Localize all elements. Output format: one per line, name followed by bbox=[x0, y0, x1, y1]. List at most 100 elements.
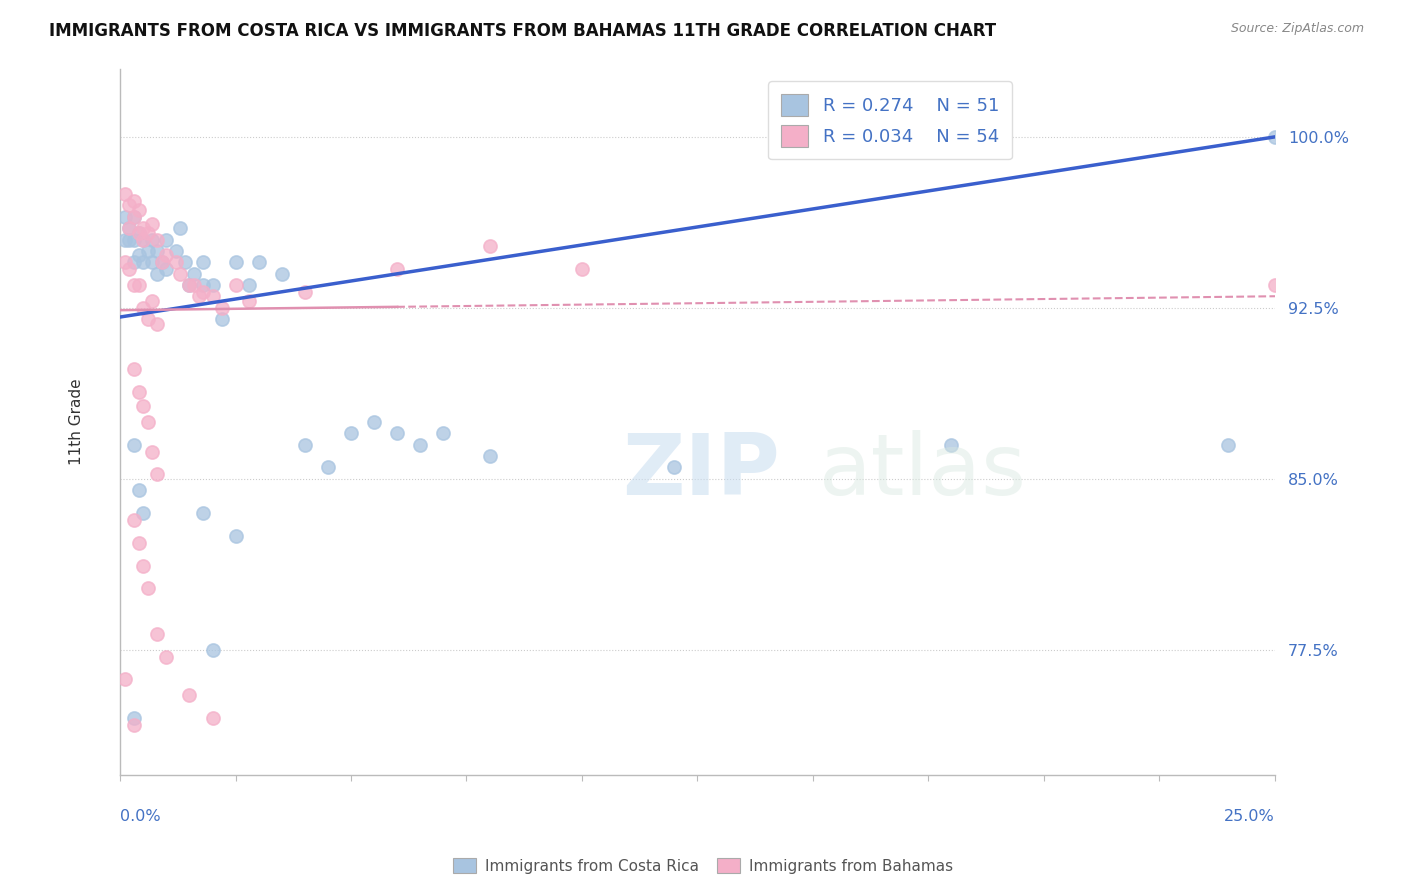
Point bbox=[128, 483, 150, 498]
Point bbox=[118, 262, 141, 277]
Point bbox=[1264, 129, 1286, 144]
Point bbox=[941, 438, 963, 452]
Point bbox=[114, 673, 136, 687]
Point bbox=[193, 506, 215, 520]
Point bbox=[122, 255, 145, 269]
Point bbox=[316, 460, 339, 475]
Point bbox=[387, 262, 409, 277]
Point bbox=[114, 210, 136, 224]
Point bbox=[165, 255, 187, 269]
Point bbox=[114, 186, 136, 201]
Legend: Immigrants from Costa Rica, Immigrants from Bahamas: Immigrants from Costa Rica, Immigrants f… bbox=[447, 852, 959, 880]
Point bbox=[122, 210, 145, 224]
Point bbox=[132, 255, 155, 269]
Point bbox=[141, 294, 163, 309]
Point bbox=[225, 255, 247, 269]
Text: ZIP: ZIP bbox=[623, 430, 780, 513]
Point bbox=[225, 529, 247, 543]
Point bbox=[122, 278, 145, 293]
Point bbox=[141, 255, 163, 269]
Point bbox=[478, 449, 501, 463]
Point bbox=[118, 233, 141, 247]
Point bbox=[146, 467, 169, 482]
Point bbox=[169, 267, 191, 281]
Point bbox=[270, 267, 292, 281]
Point bbox=[146, 233, 169, 247]
Point bbox=[387, 426, 409, 441]
Point bbox=[363, 415, 385, 429]
Point bbox=[478, 239, 501, 253]
Point bbox=[150, 255, 173, 269]
Point bbox=[146, 267, 169, 281]
Point bbox=[132, 233, 155, 247]
Point bbox=[238, 294, 260, 309]
Point bbox=[122, 233, 145, 247]
Point bbox=[136, 415, 159, 429]
Point bbox=[179, 278, 201, 293]
Point bbox=[146, 317, 169, 331]
Point bbox=[141, 217, 163, 231]
Point bbox=[132, 558, 155, 573]
Point bbox=[187, 289, 209, 303]
Point bbox=[146, 244, 169, 258]
Point bbox=[128, 248, 150, 262]
Point bbox=[664, 460, 686, 475]
Point bbox=[118, 221, 141, 235]
Text: 11th Grade: 11th Grade bbox=[69, 378, 84, 466]
Point bbox=[193, 285, 215, 299]
Point bbox=[136, 312, 159, 326]
Point bbox=[136, 226, 159, 240]
Point bbox=[122, 438, 145, 452]
Point bbox=[201, 643, 224, 657]
Point bbox=[155, 248, 177, 262]
Point bbox=[409, 438, 432, 452]
Text: Source: ZipAtlas.com: Source: ZipAtlas.com bbox=[1230, 22, 1364, 36]
Point bbox=[122, 194, 145, 208]
Point bbox=[432, 426, 454, 441]
Point bbox=[165, 244, 187, 258]
Point bbox=[183, 278, 205, 293]
Point bbox=[122, 513, 145, 527]
Point bbox=[141, 233, 163, 247]
Point bbox=[155, 649, 177, 664]
Point bbox=[155, 262, 177, 277]
Point bbox=[201, 278, 224, 293]
Point bbox=[193, 278, 215, 293]
Legend: R = 0.274    N = 51, R = 0.034    N = 54: R = 0.274 N = 51, R = 0.034 N = 54 bbox=[769, 81, 1011, 160]
Point bbox=[118, 198, 141, 212]
Point bbox=[128, 535, 150, 549]
Point bbox=[193, 255, 215, 269]
Text: atlas: atlas bbox=[818, 430, 1026, 513]
Point bbox=[238, 278, 260, 293]
Point bbox=[122, 210, 145, 224]
Point bbox=[132, 399, 155, 413]
Point bbox=[128, 202, 150, 217]
Point bbox=[183, 267, 205, 281]
Point bbox=[132, 301, 155, 315]
Text: 25.0%: 25.0% bbox=[1223, 809, 1275, 824]
Text: IMMIGRANTS FROM COSTA RICA VS IMMIGRANTS FROM BAHAMAS 11TH GRADE CORRELATION CHA: IMMIGRANTS FROM COSTA RICA VS IMMIGRANTS… bbox=[49, 22, 997, 40]
Text: 0.0%: 0.0% bbox=[120, 809, 160, 824]
Point bbox=[118, 221, 141, 235]
Point bbox=[1264, 278, 1286, 293]
Point bbox=[122, 718, 145, 732]
Point bbox=[132, 506, 155, 520]
Point bbox=[155, 233, 177, 247]
Point bbox=[136, 244, 159, 258]
Point bbox=[132, 221, 155, 235]
Point bbox=[169, 221, 191, 235]
Point bbox=[146, 627, 169, 641]
Point bbox=[128, 278, 150, 293]
Point bbox=[571, 262, 593, 277]
Point bbox=[211, 312, 233, 326]
Point bbox=[1218, 438, 1240, 452]
Point bbox=[150, 255, 173, 269]
Point bbox=[225, 278, 247, 293]
Point bbox=[201, 289, 224, 303]
Point bbox=[294, 285, 316, 299]
Point bbox=[136, 582, 159, 596]
Point bbox=[114, 255, 136, 269]
Point bbox=[141, 444, 163, 458]
Point bbox=[294, 438, 316, 452]
Point bbox=[128, 385, 150, 400]
